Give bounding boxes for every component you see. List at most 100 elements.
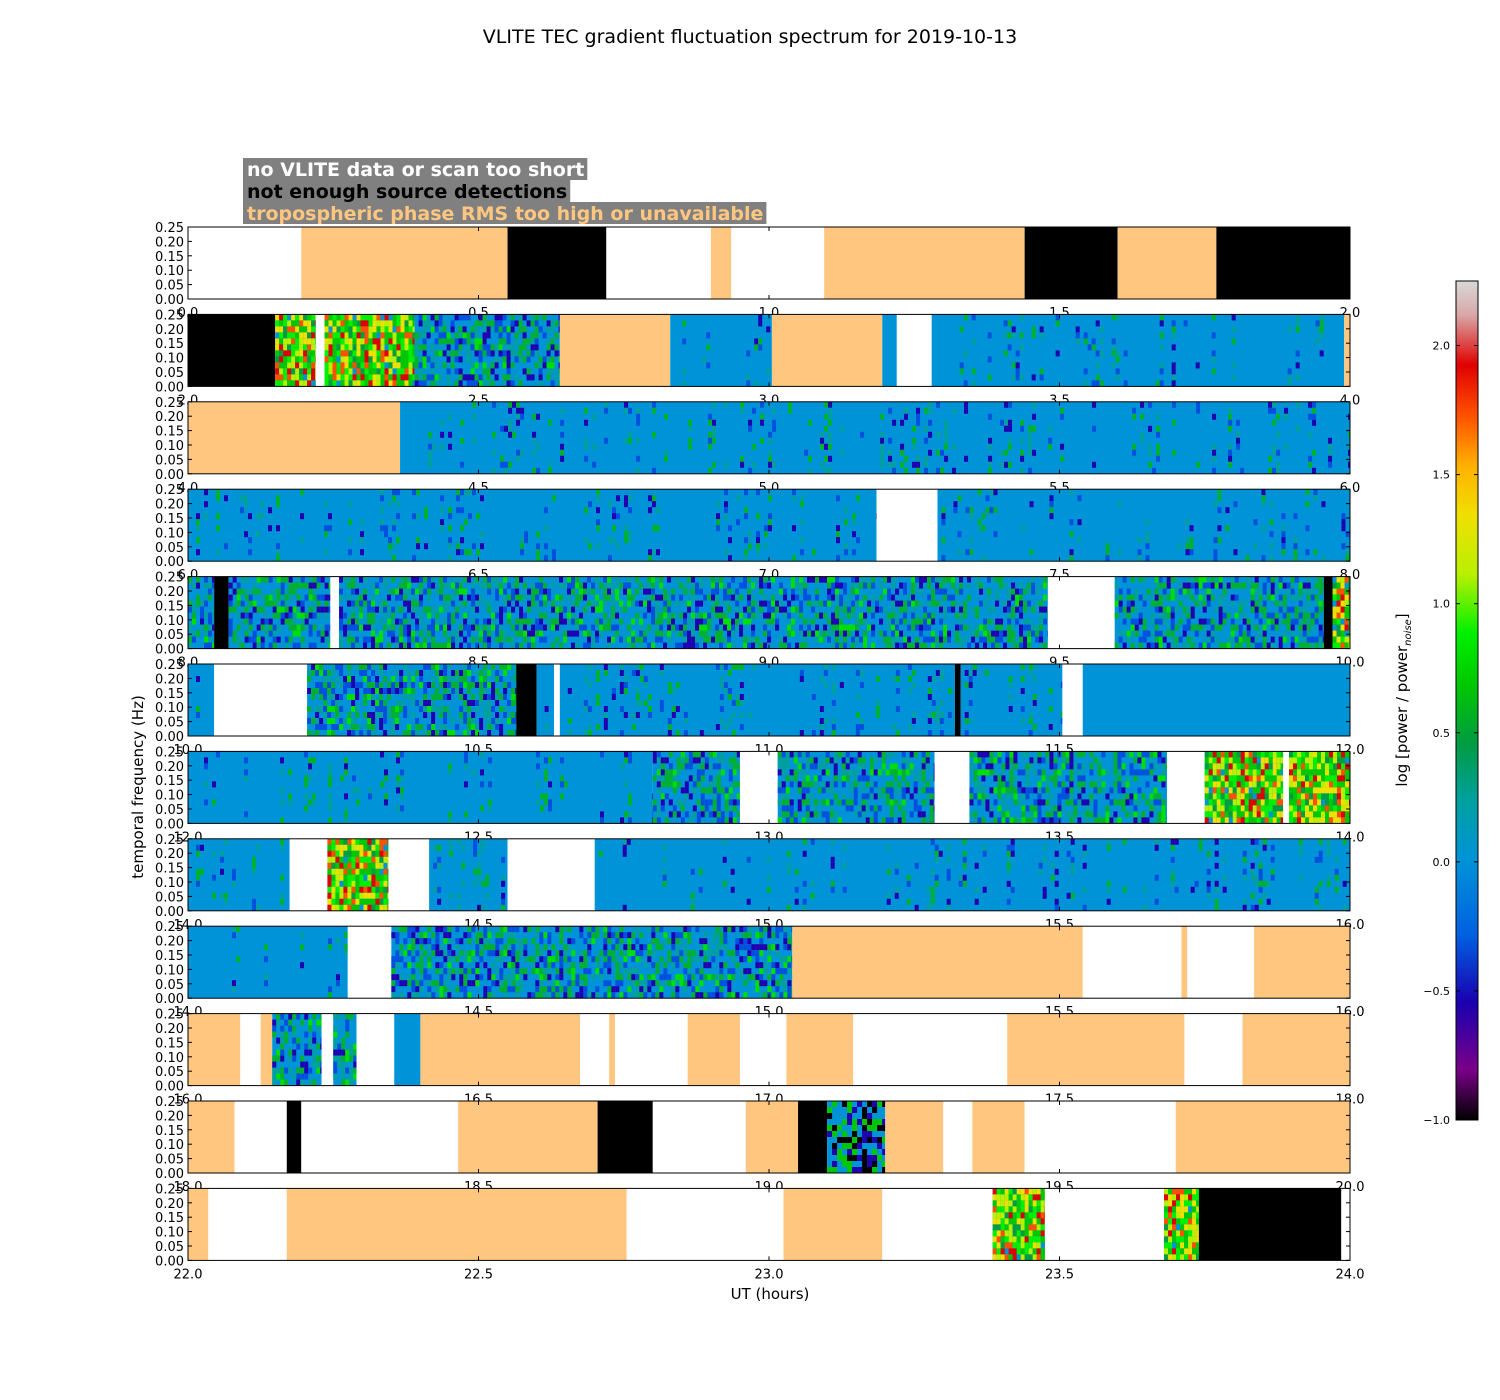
heatmap-cell [236, 600, 241, 607]
heatmap-cell [660, 781, 665, 788]
heatmap-cell [534, 338, 539, 345]
heatmap-cell [351, 700, 356, 706]
heatmap-cell [555, 606, 560, 613]
heatmap-cell [376, 356, 381, 363]
heatmap-cell [592, 413, 597, 420]
heatmap-cell [873, 793, 878, 800]
heatmap-cell [400, 338, 405, 345]
heatmap-cell [789, 799, 794, 806]
heatmap-cell [1217, 489, 1222, 496]
heatmap-cell [1336, 576, 1341, 583]
heatmap-cell [418, 320, 423, 327]
heatmap-cell [1278, 576, 1283, 583]
heatmap-cell [543, 612, 548, 619]
heatmap-cell [403, 664, 408, 670]
heatmap-cell [596, 507, 600, 514]
heatmap-cell [324, 320, 329, 327]
heatmap-cell [311, 362, 316, 369]
heatmap-cell [356, 374, 361, 381]
heatmap-cell [672, 787, 677, 794]
heatmap-cell [308, 775, 312, 782]
heatmap-cell [216, 751, 220, 758]
heatmap-cell [427, 630, 432, 637]
segment-spectrum-quiet [882, 314, 897, 387]
heatmap-cell [808, 467, 813, 474]
heatmap-cell [368, 314, 373, 321]
heatmap-cell [511, 582, 516, 589]
heatmap-cell [783, 636, 788, 643]
heatmap-cell [395, 724, 400, 730]
heatmap-cell [284, 642, 289, 649]
heatmap-cell [423, 606, 428, 613]
heatmap-cell [881, 787, 886, 794]
heatmap-cell [959, 612, 964, 619]
heatmap-cell [904, 455, 909, 462]
heatmap-cell [1242, 636, 1247, 643]
heatmap-cell [327, 682, 332, 688]
y-tick-label: 0.10 [155, 352, 184, 367]
heatmap-cell [379, 700, 384, 706]
heatmap-cell [487, 582, 492, 589]
heatmap-cell [1150, 630, 1155, 637]
heatmap-cell [312, 594, 317, 601]
heatmap-cell [447, 624, 452, 631]
heatmap-cell [719, 624, 724, 631]
heatmap-cell [463, 618, 468, 625]
heatmap-cell [546, 320, 551, 327]
heatmap-cell [885, 787, 890, 794]
heatmap-cell [280, 606, 285, 613]
heatmap-cell [312, 793, 316, 800]
heatmap-cell [835, 594, 840, 601]
heatmap-cell [1293, 555, 1298, 562]
heatmap-cell [747, 576, 752, 583]
heatmap-cell [495, 712, 500, 718]
heatmap-cell [743, 618, 748, 625]
heatmap-cell [440, 419, 445, 426]
heatmap-cell [1242, 600, 1247, 607]
heatmap-cell [372, 356, 377, 363]
heatmap-cell [913, 781, 918, 788]
heatmap-cell [396, 775, 400, 782]
heatmap-cell [423, 636, 428, 643]
heatmap-cell [299, 374, 304, 381]
heatmap-cell [471, 618, 476, 625]
heatmap-cell [388, 338, 393, 345]
heatmap-cell [511, 688, 516, 694]
heatmap-cell [312, 612, 317, 619]
heatmap-cell [467, 706, 472, 712]
heatmap-cell [595, 630, 600, 637]
heatmap-cell [315, 706, 320, 712]
heatmap-cell [299, 314, 304, 321]
heatmap-cell [861, 757, 866, 764]
heatmap-cell [931, 636, 936, 643]
heatmap-cell [1115, 374, 1120, 381]
heatmap-cell [474, 344, 479, 351]
heatmap-cell [535, 582, 540, 589]
heatmap-cell [995, 636, 1000, 643]
heatmap-cell [861, 787, 866, 794]
heatmap-cell [379, 712, 384, 718]
heatmap-cell [527, 600, 532, 607]
heatmap-cell [929, 817, 934, 824]
heatmap-cell [228, 630, 233, 637]
heatmap-cell [1222, 642, 1227, 649]
heatmap-cell [1254, 600, 1259, 607]
heatmap-cell [1145, 555, 1150, 562]
heatmap-cell [764, 531, 768, 538]
heatmap-cell [968, 700, 973, 706]
heatmap-cell [391, 688, 396, 694]
heatmap-cell [236, 642, 241, 649]
heatmap-cell [887, 588, 892, 595]
heatmap-cell [446, 368, 451, 375]
heatmap-cell [323, 676, 328, 682]
heatmap-cell [435, 642, 440, 649]
heatmap-cell [727, 630, 732, 637]
heatmap-cell [388, 344, 393, 351]
heatmap-cell [336, 338, 341, 345]
heatmap-cell [208, 630, 212, 637]
heatmap-cell [587, 600, 592, 607]
heatmap-cell [543, 582, 548, 589]
heatmap-cell [555, 612, 560, 619]
heatmap-cell [959, 624, 964, 631]
heatmap-cell [1202, 606, 1207, 613]
